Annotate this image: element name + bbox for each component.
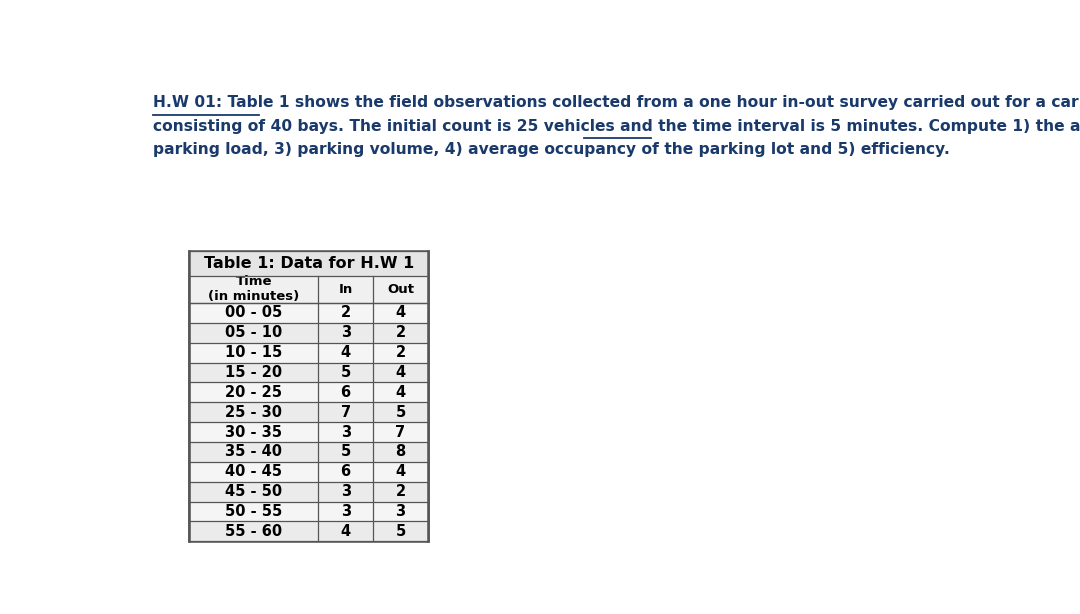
Text: 7: 7 [395,424,406,440]
Bar [189,462,428,482]
Text: Out: Out [387,283,414,296]
Bar [189,276,428,303]
Text: 2: 2 [395,484,406,499]
Text: 25 - 30: 25 - 30 [226,405,282,420]
Text: 3: 3 [395,504,406,519]
Bar [189,521,428,542]
Text: 4: 4 [395,365,406,380]
Text: parking load, 3) parking volume, 4) average occupancy of the parking lot and 5) : parking load, 3) parking volume, 4) aver… [153,142,950,157]
Text: 35 - 40: 35 - 40 [226,445,282,459]
Text: 3: 3 [340,504,351,519]
Bar [189,422,428,442]
Text: 45 - 50: 45 - 50 [226,484,282,499]
Text: 00 - 05: 00 - 05 [226,305,283,321]
Bar [189,303,428,323]
Text: 30 - 35: 30 - 35 [226,424,282,440]
Text: 05 - 10: 05 - 10 [226,325,283,340]
Text: 4: 4 [395,305,406,321]
Text: 50 - 55: 50 - 55 [226,504,283,519]
Bar [189,343,428,362]
Text: Time
(in minutes): Time (in minutes) [208,275,299,303]
Text: H.W 01: Table 1 shows the field observations collected from a one hour in-out su: H.W 01: Table 1 shows the field observat… [153,95,1080,110]
Bar [189,323,428,343]
Text: 40 - 45: 40 - 45 [226,464,282,480]
Text: 5: 5 [340,365,351,380]
Text: 4: 4 [395,464,406,480]
Text: consisting of 40 bays. The initial count is 25 vehicles and the time interval is: consisting of 40 bays. The initial count… [153,119,1080,134]
Text: 5: 5 [395,524,406,539]
Text: 4: 4 [340,345,351,360]
Text: 3: 3 [340,325,351,340]
Bar [189,502,428,521]
Bar [189,251,428,542]
Text: 5: 5 [395,405,406,420]
Text: 6: 6 [340,385,351,400]
Text: 2: 2 [340,305,351,321]
Text: 15 - 20: 15 - 20 [226,365,282,380]
Text: 55 - 60: 55 - 60 [226,524,282,539]
Text: In: In [338,283,353,296]
Text: 3: 3 [340,424,351,440]
Text: 5: 5 [340,445,351,459]
Bar [189,251,428,276]
Bar [189,482,428,502]
Text: 20 - 25: 20 - 25 [226,385,282,400]
Text: 6: 6 [340,464,351,480]
Text: 2: 2 [395,345,406,360]
Bar [189,362,428,383]
Text: 7: 7 [340,405,351,420]
Bar [189,402,428,422]
Text: 4: 4 [395,385,406,400]
Bar [189,442,428,462]
Text: 2: 2 [395,325,406,340]
Text: Table 1: Data for H.W 1: Table 1: Data for H.W 1 [203,256,414,271]
Text: 3: 3 [340,484,351,499]
Text: 4: 4 [340,524,351,539]
Bar [189,383,428,402]
Text: 10 - 15: 10 - 15 [226,345,283,360]
Text: 8: 8 [395,445,406,459]
